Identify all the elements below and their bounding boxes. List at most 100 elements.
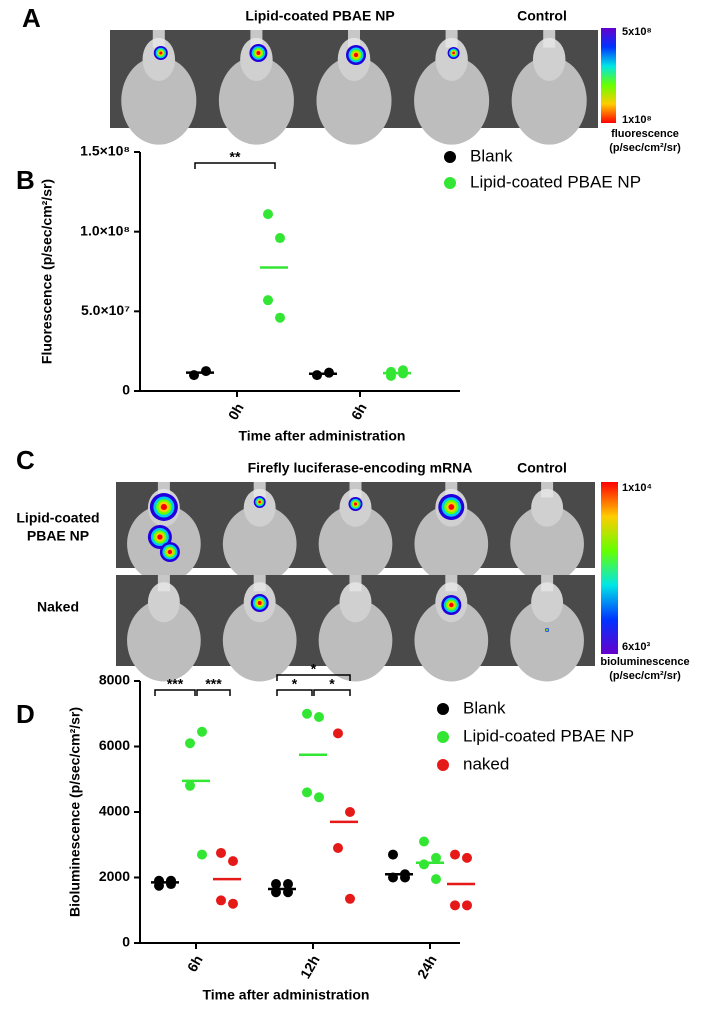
- mouse-body: [222, 599, 297, 682]
- image-title: Firefly luciferase-encoding mRNA: [248, 460, 473, 476]
- data-point: [450, 849, 460, 860]
- colorbar-label: 1x10⁸: [622, 114, 652, 126]
- significance-label: *: [329, 676, 335, 692]
- x-axis-title: Time after administration: [202, 987, 369, 1003]
- data-point: [302, 708, 312, 719]
- x-axis-title: Time after administration: [238, 428, 405, 444]
- mouse-head: [435, 37, 468, 81]
- significance-bracket: [196, 689, 231, 696]
- data-point: [197, 726, 207, 737]
- mouse-body: [316, 56, 392, 145]
- y-axis-title: Fluorescence (p/sec/cm²/sr): [39, 179, 55, 364]
- y-tick-label: 1.5×10⁸: [80, 143, 130, 159]
- data-point: [462, 852, 472, 863]
- y-tick-label: 0: [122, 382, 130, 398]
- mouse-body: [222, 505, 297, 583]
- signal: [257, 601, 262, 605]
- mouse-body: [511, 56, 587, 145]
- data-point: [302, 787, 312, 798]
- y-tick-label: 1.0×10⁸: [80, 222, 130, 238]
- nose-cone: [152, 30, 165, 48]
- nose-cone: [349, 482, 362, 498]
- signal: [258, 500, 262, 504]
- colorbar-title: fluorescence: [611, 128, 679, 140]
- y-axis-title: Bioluminescence (p/sec/cm²/sr): [67, 707, 83, 917]
- significance-label: ***: [205, 676, 222, 692]
- mouse-head: [532, 37, 566, 81]
- mouse-body: [121, 56, 197, 145]
- y-tick-label: 2000: [99, 868, 130, 884]
- legend-label: Lipid-coated PBAE NP: [463, 726, 634, 745]
- colorbar-label: 1x10⁴: [622, 482, 652, 494]
- data-point: [283, 879, 293, 890]
- row-label: Naked: [37, 599, 79, 615]
- mouse-head: [339, 582, 372, 623]
- mouse-head: [147, 582, 180, 623]
- nose-cone: [543, 30, 556, 48]
- mouse-head: [531, 582, 564, 623]
- data-point: [263, 295, 273, 306]
- data-point: [201, 366, 211, 377]
- nose-cone: [445, 575, 458, 592]
- signal: [160, 503, 167, 511]
- data-point: [386, 366, 396, 377]
- signal: [452, 51, 455, 55]
- panel-letter: A: [22, 3, 41, 33]
- image-title: Control: [517, 460, 567, 476]
- data-point: [431, 874, 441, 885]
- legend-marker: [437, 759, 449, 771]
- colorbar-label: 6x10³: [622, 641, 650, 653]
- mouse-body: [414, 56, 490, 145]
- data-point: [345, 807, 355, 817]
- panel-letter: D: [16, 699, 35, 729]
- significance-bracket: [276, 689, 313, 696]
- nose-cone: [445, 30, 458, 48]
- data-point: [419, 859, 429, 870]
- mouse-body: [218, 56, 294, 145]
- signal: [167, 549, 173, 555]
- row-label: Lipid-coated: [16, 510, 99, 526]
- data-point: [166, 875, 176, 886]
- mouse-body: [510, 599, 584, 682]
- nose-cone: [541, 482, 554, 498]
- x-tick-label: 24h: [414, 952, 440, 981]
- data-point: [263, 209, 273, 220]
- nose-cone: [253, 482, 266, 498]
- nose-cone: [349, 575, 362, 592]
- data-point: [185, 780, 195, 791]
- signal: [159, 51, 163, 55]
- data-point: [388, 849, 398, 860]
- nose-cone: [445, 482, 458, 498]
- mouse-body: [318, 599, 393, 682]
- colorbar-title: bioluminescence: [600, 656, 689, 668]
- significance-label: *: [292, 676, 298, 692]
- significance-label: *: [311, 661, 317, 677]
- y-tick-label: 8000: [99, 672, 130, 688]
- colorbar-unit: (p/sec/cm²/sr): [609, 670, 681, 682]
- data-point: [216, 847, 226, 858]
- mouse-body: [127, 599, 201, 682]
- x-tick-label: 0h: [225, 400, 247, 422]
- data-point: [228, 898, 238, 909]
- signal: [157, 534, 163, 540]
- colorbar: [601, 482, 618, 654]
- panel-letter: C: [16, 445, 35, 475]
- mouse-body: [414, 599, 489, 682]
- legend-label: naked: [463, 754, 509, 773]
- significance-label: ***: [167, 676, 184, 692]
- data-point: [197, 849, 207, 860]
- significance-bracket: [313, 689, 351, 696]
- x-tick-label: 6h: [184, 952, 206, 974]
- data-point: [314, 712, 324, 723]
- image-title: Control: [517, 8, 567, 24]
- nose-cone: [348, 30, 360, 48]
- significance-bracket: [154, 689, 196, 696]
- data-point: [228, 856, 238, 867]
- photos: [110, 30, 598, 682]
- significance-label: **: [230, 149, 241, 165]
- signal: [353, 502, 358, 506]
- legend-marker: [444, 177, 456, 189]
- data-point: [462, 900, 472, 911]
- y-tick-label: 5.0×10⁷: [81, 302, 130, 318]
